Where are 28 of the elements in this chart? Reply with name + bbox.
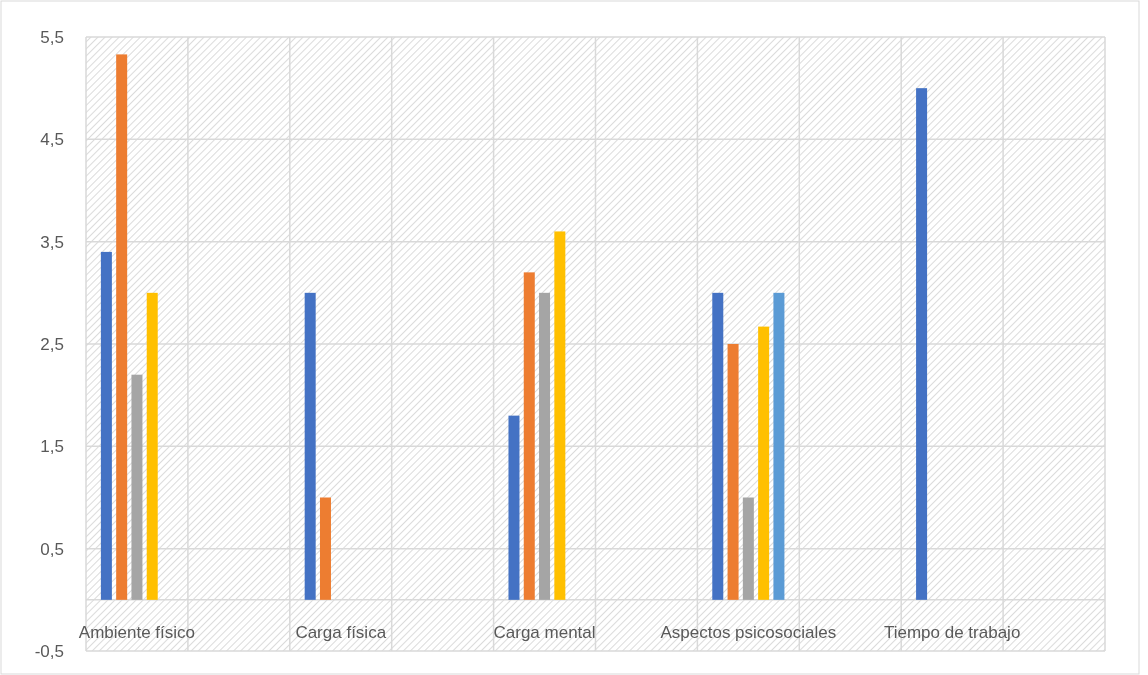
x-tick-label: Tiempo de trabajo xyxy=(883,622,1021,642)
bar xyxy=(116,54,128,600)
bar xyxy=(773,292,785,600)
y-tick-label: 3,5 xyxy=(40,232,64,252)
y-tick-label: 4,5 xyxy=(40,130,64,150)
bar xyxy=(131,374,143,600)
x-tick-label: Carga mental xyxy=(493,622,596,642)
bar xyxy=(742,497,754,600)
bar xyxy=(916,88,928,600)
y-tick-label: -0,5 xyxy=(34,641,64,661)
bar xyxy=(712,292,724,600)
bar xyxy=(758,326,770,600)
bar xyxy=(304,292,316,600)
x-tick-label: Ambiente físico xyxy=(78,622,196,642)
bar xyxy=(727,344,739,600)
bar xyxy=(319,497,331,600)
x-tick-label: Aspectos psicosociales xyxy=(660,622,837,642)
y-tick-label: 2,5 xyxy=(40,334,64,354)
bar xyxy=(523,272,535,600)
bar xyxy=(100,251,112,600)
bar xyxy=(508,415,520,600)
bar xyxy=(146,292,158,600)
y-tick-label: 1,5 xyxy=(40,437,64,457)
bar xyxy=(554,231,566,600)
x-tick-label: Carga física xyxy=(295,622,387,642)
bar xyxy=(539,292,551,600)
y-tick-label: 5,5 xyxy=(40,27,64,47)
y-tick-label: 0,5 xyxy=(40,539,64,559)
